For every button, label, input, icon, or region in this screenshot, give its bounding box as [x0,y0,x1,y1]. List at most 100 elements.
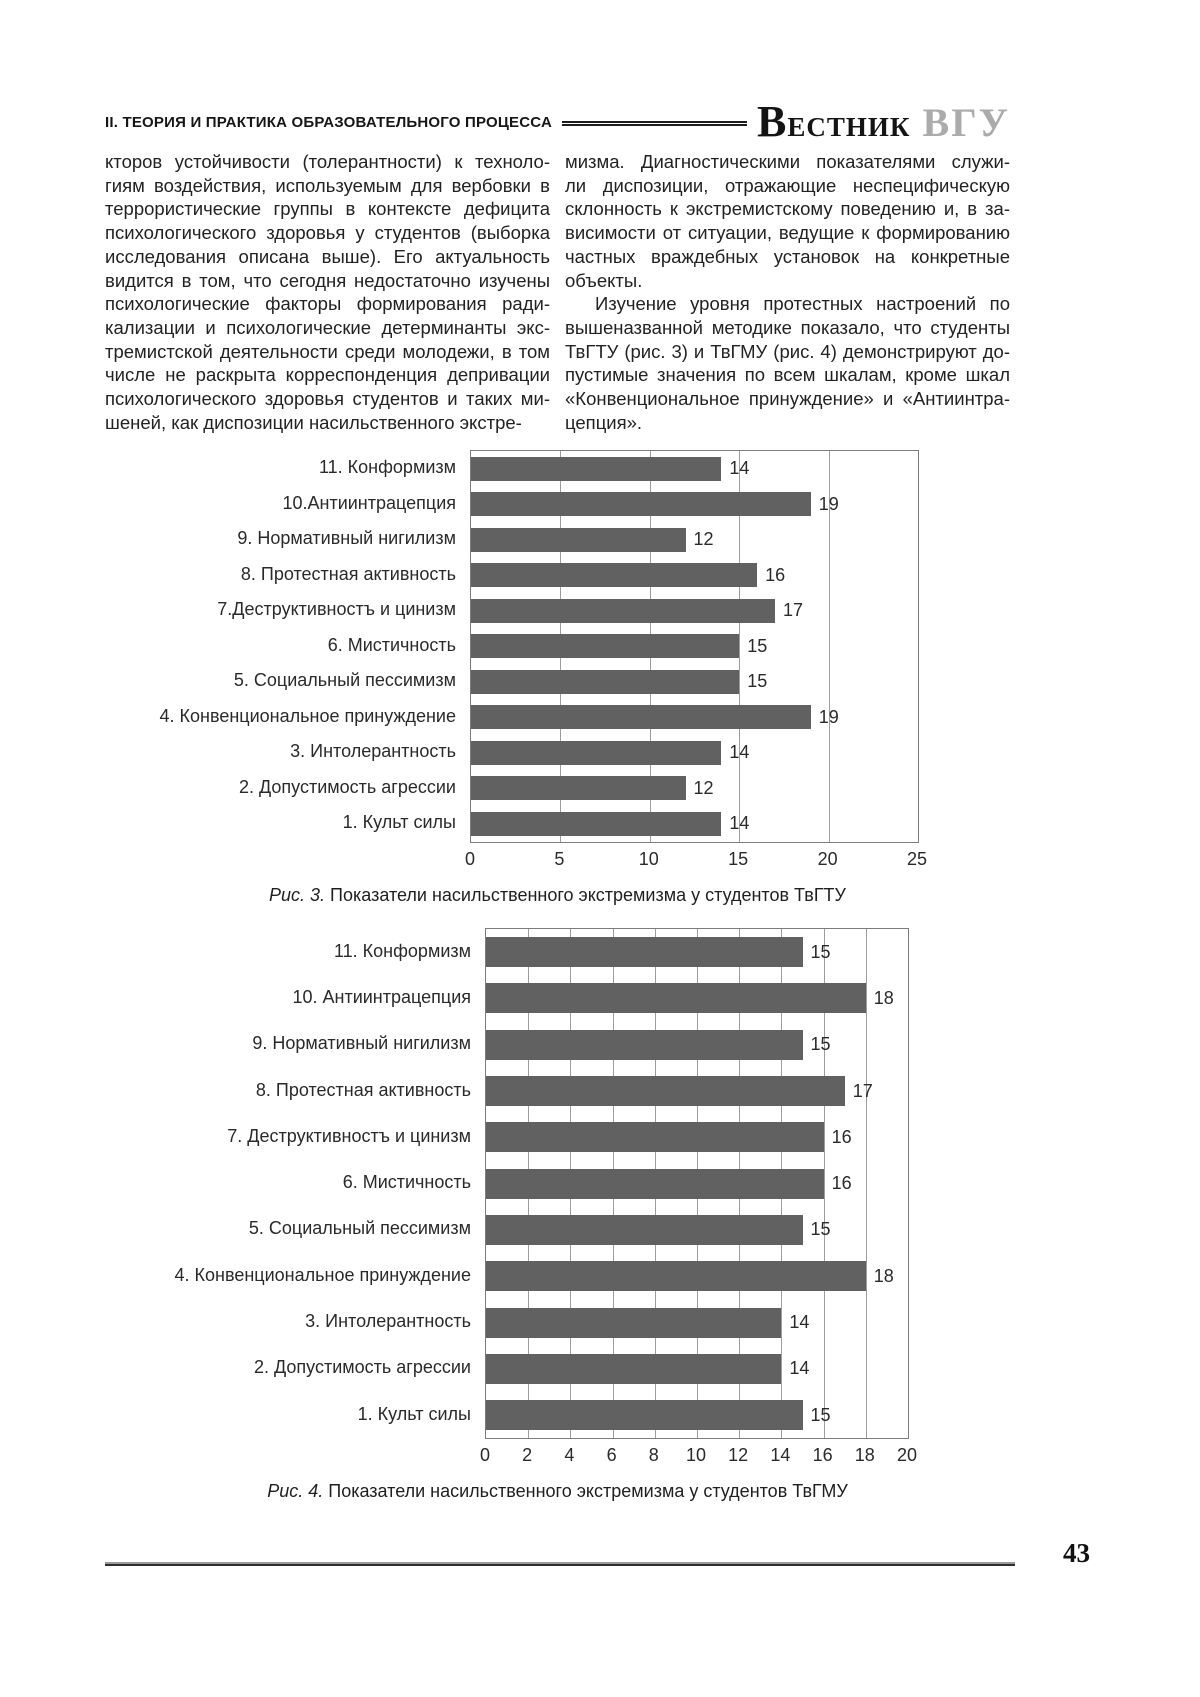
x-tick-label: 10 [638,848,659,869]
category-label: 7. Деструктивностъ и цинизм [227,1125,471,1146]
category-label: 4. Конвенциональное принуждение [159,705,456,726]
category-label: 6. Мистичность [327,634,456,655]
right-column: мизма. Диагностическими показателями слу… [565,150,1010,434]
category-label: 6. Мистичность [342,1172,471,1193]
x-tick-label: 0 [479,1445,491,1466]
bar [486,983,866,1014]
category-label: 8. Протестная активность [255,1079,471,1100]
bar [471,492,811,517]
bar-value-label: 12 [693,529,714,550]
category-label: 7.Деструктивностъ и цинизм [217,599,456,620]
figure-4-bar-chart: 11. Конформизм 10. Антиинтрацепция 9. Норм… [105,928,1010,1502]
bar [471,776,686,801]
category-label: 11. Конформизм [333,940,471,961]
bar [471,456,722,481]
x-tick-label: 25 [906,848,928,869]
bar [486,1353,782,1384]
bar-row: 12 [471,771,918,807]
x-axis-row: 0 2 4 6 8 10 12 14 16 18 20 [105,1439,1010,1467]
bars: 15 18 15 17 16 16 15 18 14 14 15 [486,929,908,1438]
bar [486,1122,824,1153]
chart-body: 11. Конформизм 10.Антиинтрацепция 9. Норма… [105,450,1010,843]
text-line: объекты. [565,269,643,291]
category-label: 3. Интолерантность [290,741,456,762]
bar-row: 16 [471,558,918,594]
article-body: кторов устойчивости (толерантности) к те… [105,150,1010,434]
x-tick-label: 6 [606,1445,617,1466]
journal-name: ВЕСТНИК [757,97,911,146]
text-line: висимости от ситуации, ведущие к формиро… [565,222,1010,244]
text-line: пустимые значения по всем шкалам, кроме … [565,364,1010,386]
text-line: террористические группы в контексте дефи… [105,198,550,220]
category-label: 8. Протестная активность [240,563,456,584]
bar [471,811,722,836]
text-line: цепция». [565,411,643,433]
category-axis: 11. Конформизм 10. Антиинтрацепция 9. Норм… [105,928,485,1439]
text-line: мизма. Диагностическими показателями слу… [565,151,1010,172]
bar-row: 16 [486,1114,908,1160]
bar-row: 15 [471,629,918,665]
bar [486,1214,803,1245]
text-line: частных враждебных установок на конкретн… [565,245,1010,267]
bar-value-label: 14 [729,813,750,834]
text-line: «Конвенциональное принуждение» и «Антиин… [565,388,1010,410]
text-line: шеней, как диспозиции насильственного эк… [105,411,522,433]
bar-value-label: 15 [810,1219,831,1240]
bar-value-label: 16 [831,1173,852,1194]
bar [471,705,811,730]
x-axis: 0 5 10 15 20 25 [465,843,927,871]
gridline [739,451,741,842]
journal-logo: ВЕСТНИК ВГУ [757,100,1010,144]
text-line: психологические факторы формирования рад… [105,293,550,315]
text-line: Изучение уровня протестных настроений по [595,293,1010,315]
gridline [823,929,825,1439]
paragraph: Изучение уровня протестных настроений по… [565,292,1010,434]
category-label: 11. Конформизм [318,457,456,478]
bar [486,1029,803,1060]
bar-value-label: 16 [765,564,786,585]
figure-caption-text: Показатели насильственного экстремизма у… [328,1481,848,1502]
category-label: 2. Допустимость агрессии [254,1357,471,1378]
section-title: II. ТЕОРИЯ И ПРАКТИКА ОБРАЗОВАТЕЛЬНОГО П… [105,113,552,131]
category-label: 3. Интолерантность [305,1311,471,1332]
x-tick-label: 10 [685,1445,707,1466]
figure-caption-text: Показатели насильственного экстремизма у… [330,884,846,905]
category-label: 1. Культ силы [357,1403,471,1424]
bar [486,1400,803,1431]
bar-value-label: 19 [818,493,839,514]
bar [486,1307,782,1338]
x-tick-label: 16 [812,1445,833,1466]
x-tick-label: 14 [770,1445,791,1466]
text-line: числе не раскрыта корреспонденция деприв… [105,364,550,386]
bar [471,740,722,765]
bar [486,937,803,968]
text-line: склонность к экстремистскому поведению и… [565,198,1010,220]
bar-row: 18 [486,975,908,1021]
plot-area: 14 19 12 16 17 15 15 19 14 12 14 [470,450,919,843]
bar-value-label: 14 [729,742,750,763]
bar-value-label: 15 [810,1404,831,1425]
bar [486,1168,824,1199]
text-line: кализации и психологические детерминанты… [105,316,550,338]
bar-row: 15 [486,1392,908,1438]
bar-value-label: 14 [789,1358,810,1379]
bars: 14 19 12 16 17 15 15 19 14 12 14 [471,451,918,842]
page-header: II. ТЕОРИЯ И ПРАКТИКА ОБРАЗОВАТЕЛЬНОГО П… [105,100,1010,144]
x-tick-label: 4 [564,1445,575,1466]
x-tick-label: 15 [728,848,749,869]
category-label: 1. Культ силы [342,812,456,833]
bar-row: 15 [471,664,918,700]
paragraph: мизма. Диагностическими показателями слу… [565,150,1010,292]
text-line: видится в том, что сегодня недостаточно … [105,269,550,291]
text-line: исследования описана выше). Его актуальн… [105,245,550,267]
footer-divider-line [105,1562,1015,1566]
left-column: кторов устойчивости (толерантности) к те… [105,150,550,434]
x-tick-label: 18 [854,1445,875,1466]
bar-value-label: 14 [789,1312,810,1333]
bar-value-label: 14 [729,458,750,479]
bar-row: 19 [471,700,918,736]
bar [471,563,758,588]
text-line: гиям воздействия, используемым для вербо… [105,174,550,196]
bar [486,1261,866,1292]
